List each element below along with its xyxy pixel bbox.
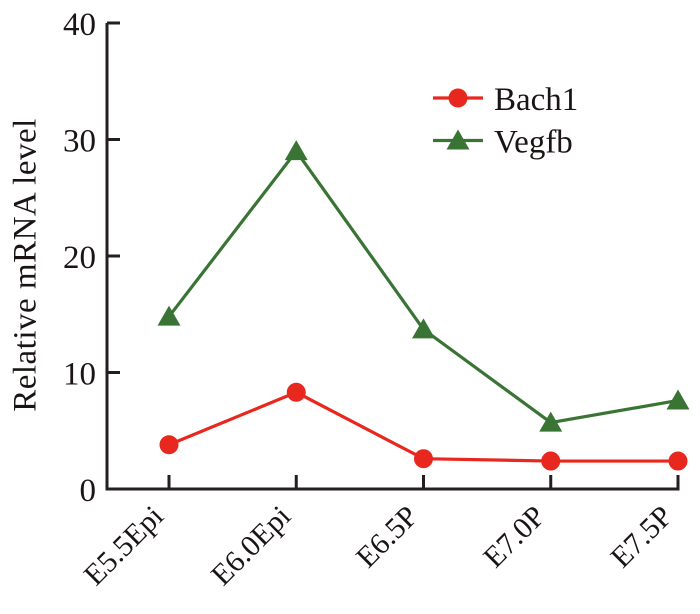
- data-point-bach1-e7.0p: [541, 451, 561, 471]
- series-line-vegfb: [167, 148, 679, 425]
- x-category-label: E5.5Epi: [78, 500, 170, 592]
- y-tick-label: 10: [63, 356, 96, 392]
- y-tick-label: 30: [63, 123, 96, 159]
- x-category-label: E6.0Epi: [205, 500, 297, 592]
- data-point-vegfb-e6.0epi: [284, 140, 308, 161]
- legend-label-bach1: Bach1: [494, 82, 578, 118]
- data-point-bach1-e7.5p: [668, 451, 688, 471]
- x-category-label: E7.5P: [604, 500, 679, 575]
- data-point-vegfb-e5.5epi: [157, 305, 181, 326]
- y-tick-label: 20: [63, 240, 96, 276]
- data-point-bach1-e6.5p: [414, 449, 433, 469]
- x-category-label: E6.5P: [350, 500, 425, 575]
- y-tick-label: 40: [63, 7, 96, 43]
- data-point-bach1-e5.5epi: [159, 435, 179, 455]
- y-tick-label: 0: [80, 473, 97, 509]
- legend-label-vegfb: Vegfb: [494, 124, 573, 160]
- data-point-bach1-e6.0epi: [286, 382, 306, 402]
- data-point-vegfb-e7.5p: [666, 389, 690, 410]
- legend-marker-circle: [448, 88, 468, 108]
- x-category-label: E7.0P: [477, 500, 552, 575]
- data-point-vegfb-e6.5p: [412, 318, 435, 339]
- legend-marker-triangle: [446, 129, 470, 150]
- axis-lines: [105, 23, 680, 491]
- data-point-vegfb-e7.0p: [539, 411, 563, 432]
- y-axis-title: Relative mRNA level: [7, 118, 44, 412]
